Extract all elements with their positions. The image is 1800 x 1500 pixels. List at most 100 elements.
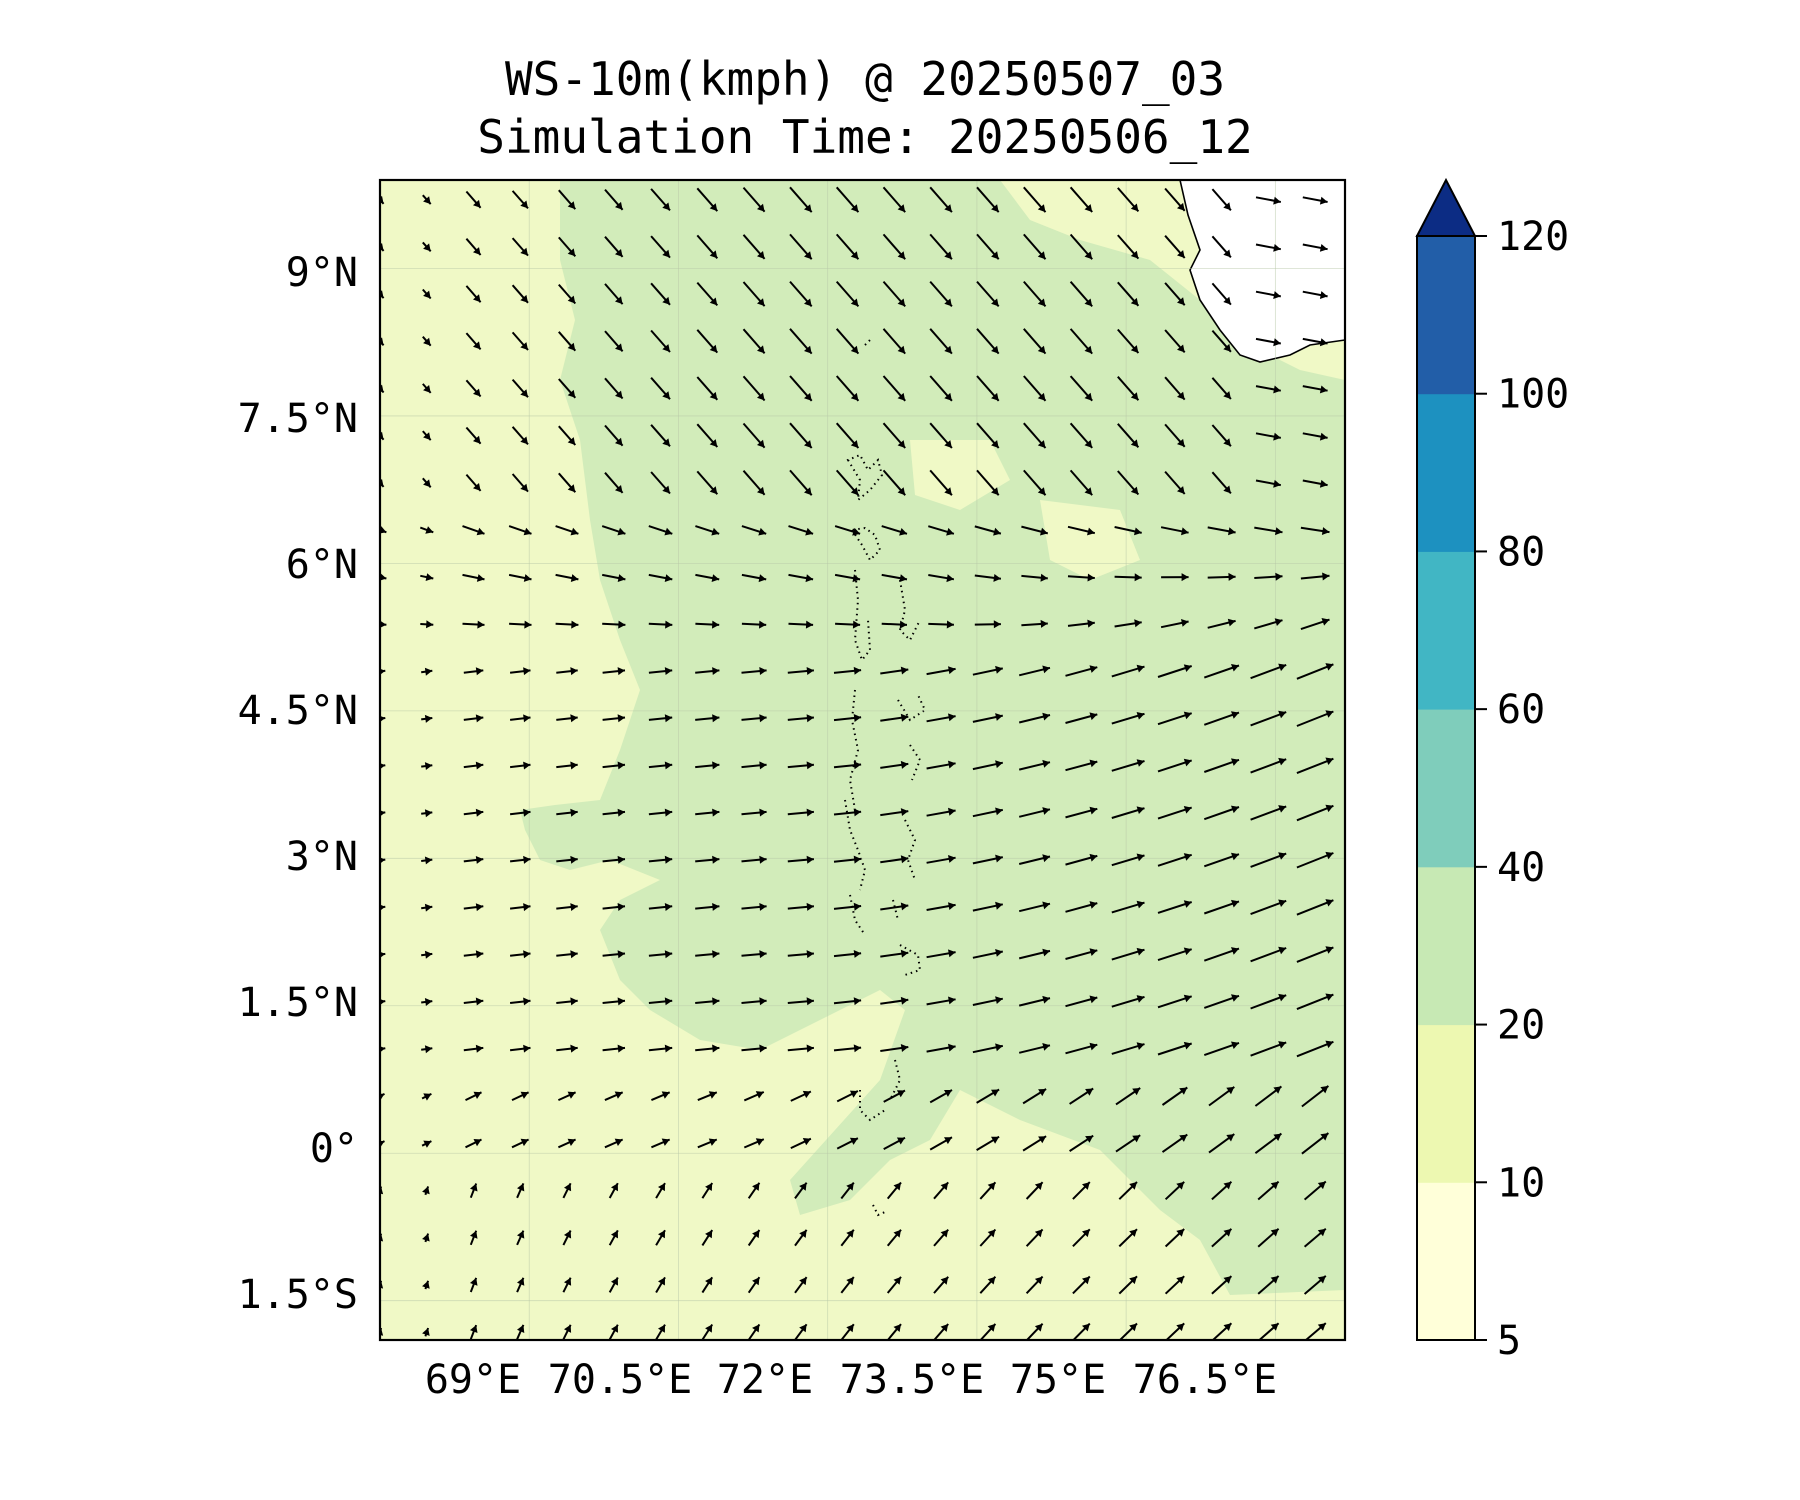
wind-vector [696, 376, 719, 401]
wind-vector [648, 761, 673, 770]
wind-vector [1067, 619, 1095, 628]
wind-vector [1157, 806, 1193, 820]
wind-vector [1069, 281, 1093, 308]
wind-vector [562, 1277, 572, 1293]
wind-vector [463, 903, 484, 912]
wind-vector [1157, 758, 1193, 773]
wind-vector [465, 332, 482, 351]
wind-vector [1065, 806, 1098, 819]
wind-vector [926, 713, 956, 723]
wind-vector [1250, 710, 1287, 727]
wind-vector [1025, 1275, 1044, 1294]
wind-vector [926, 1043, 956, 1053]
wind-vector [422, 1327, 430, 1337]
lon-tick-72e: 72°E [717, 1357, 813, 1403]
wind-vector [789, 280, 813, 308]
wind-vector [463, 667, 484, 676]
wind-vector [928, 525, 955, 536]
atoll-outline [889, 1059, 902, 1101]
wind-vector [556, 808, 578, 817]
wind-vector [1302, 290, 1328, 299]
wind-vector [1296, 946, 1334, 963]
wind-vector [1257, 1322, 1280, 1340]
wind-vector [1021, 525, 1049, 536]
wind-vector [608, 1277, 619, 1293]
wind-vector [1296, 757, 1334, 775]
wind-vector [648, 997, 673, 1006]
wind-vector [1300, 526, 1330, 535]
wind-vector [608, 1324, 619, 1340]
wind-vector [926, 807, 956, 817]
wind-vector [933, 1323, 949, 1340]
wind-vector [604, 330, 624, 352]
wind-vector [695, 855, 720, 864]
lon-tick-73-5e: 73.5°E [840, 1357, 985, 1403]
wind-vector [979, 1181, 997, 1200]
wind-vector [787, 761, 814, 770]
wind-vector [421, 667, 433, 676]
wind-vector [602, 761, 626, 770]
wind-vector [697, 1138, 718, 1149]
wind-vector [833, 997, 862, 1006]
wind-vector [509, 667, 531, 676]
atoll-outline [848, 689, 860, 811]
wind-vector [882, 328, 906, 355]
wind-vector [794, 1229, 808, 1247]
wind-vector [741, 525, 767, 536]
wind-vector [602, 808, 626, 817]
wind-vector [1211, 1322, 1233, 1340]
wind-vector [1303, 1227, 1327, 1248]
wind-vector [976, 186, 1000, 213]
wind-speed-10-20-patch [910, 440, 1010, 510]
wind-vector [1111, 853, 1145, 867]
wind-vector [1250, 805, 1287, 821]
wind-vector [1067, 573, 1095, 582]
wind-vector [555, 573, 579, 582]
atoll-outline [892, 899, 899, 921]
colorbar-tick-label: 20 [1497, 1003, 1545, 1049]
wind-vector [508, 525, 532, 536]
wind-vector [789, 422, 813, 449]
wind-vector [556, 903, 578, 911]
wind-vector [421, 762, 433, 770]
wind-vector [833, 714, 862, 722]
wind-vector [1018, 712, 1051, 724]
wind-vector [1211, 235, 1232, 259]
wind-vector [928, 574, 955, 583]
wind-vector [787, 714, 814, 723]
wind-vector [929, 233, 953, 260]
wind-vector [741, 855, 767, 864]
wind-vector [422, 477, 432, 488]
wind-vector [882, 469, 906, 496]
wind-vector [1250, 1041, 1287, 1057]
lat-tick-0: 0° [310, 1126, 358, 1172]
wind-vector [789, 328, 813, 355]
wind-vector [465, 426, 482, 445]
wind-vector [422, 383, 432, 394]
wind-vector [743, 1091, 765, 1102]
wind-vector [742, 470, 766, 496]
wind-vector [509, 997, 531, 1006]
wind-vector [558, 425, 577, 446]
wind-vector [696, 329, 719, 354]
atoll-outline [864, 339, 871, 346]
colorbar-segment [1417, 1024, 1475, 1183]
wind-vector [1018, 665, 1051, 677]
wind-vector [835, 422, 860, 449]
wind-vector [422, 336, 432, 347]
wind-vector [1023, 280, 1047, 308]
wind-vector [972, 949, 1004, 959]
colorbar-segment [1417, 551, 1475, 710]
colorbar-segment [1417, 709, 1475, 868]
wind-vector [509, 855, 531, 864]
wind-vector [1065, 995, 1098, 1008]
lon-tick-76-5e: 76.5°E [1133, 1357, 1278, 1403]
wind-vector [1255, 196, 1281, 205]
wind-vector [1250, 852, 1287, 868]
wind-vector [696, 470, 719, 495]
wind-vector [1211, 188, 1232, 211]
wind-vector [462, 573, 485, 582]
wind-vector [422, 1186, 430, 1196]
colorbar-tick-label: 120 [1497, 214, 1569, 260]
wind-vector [602, 950, 626, 959]
